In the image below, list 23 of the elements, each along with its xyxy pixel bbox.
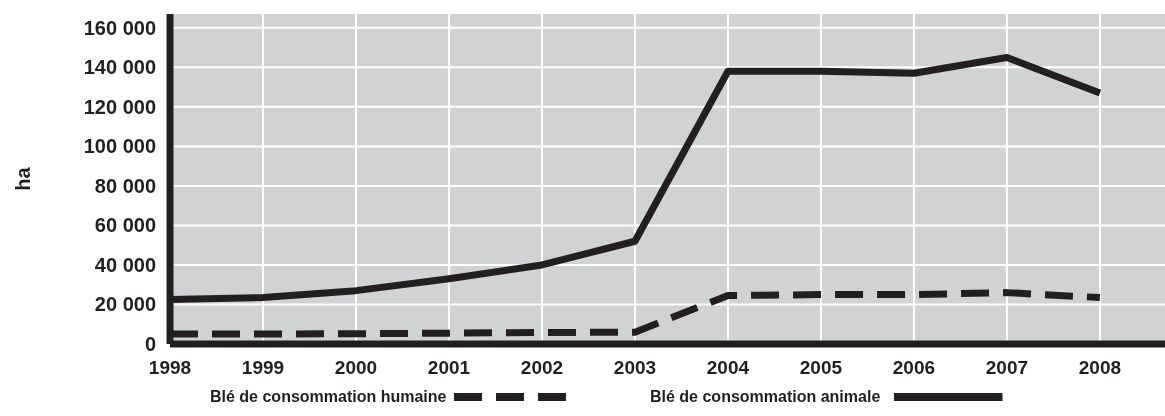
- y-tick-label: 40 000: [94, 253, 156, 276]
- y-tick-label: 80 000: [94, 174, 156, 197]
- x-tick-label: 2001: [427, 357, 471, 378]
- x-tick-label: 2004: [706, 357, 750, 378]
- x-tick-label: 1999: [241, 357, 285, 378]
- x-tick-label: 2002: [520, 357, 564, 378]
- y-tick-label: 60 000: [94, 214, 156, 237]
- y-tick-label: 0: [144, 333, 156, 355]
- x-tick-label: 2003: [613, 357, 657, 378]
- x-tick-label: 2008: [1078, 357, 1122, 378]
- x-tick-label: 2006: [892, 357, 936, 378]
- legend-label: Blé de consommation animale: [650, 388, 881, 405]
- y-axis-title: ha: [12, 166, 34, 191]
- y-tick-label: 140 000: [83, 56, 156, 79]
- x-tick-label: 2000: [334, 357, 378, 378]
- y-tick-label: 20 000: [94, 293, 156, 316]
- y-tick-label: 100 000: [83, 135, 156, 158]
- x-tick-label: 2005: [799, 357, 843, 378]
- legend-label: Blé de consommation humaine: [210, 388, 447, 405]
- x-tick-label: 2007: [985, 357, 1029, 378]
- y-tick-label: 160 000: [83, 16, 156, 39]
- y-tick-label: 120 000: [83, 95, 156, 118]
- x-tick-label: 1998: [148, 357, 192, 378]
